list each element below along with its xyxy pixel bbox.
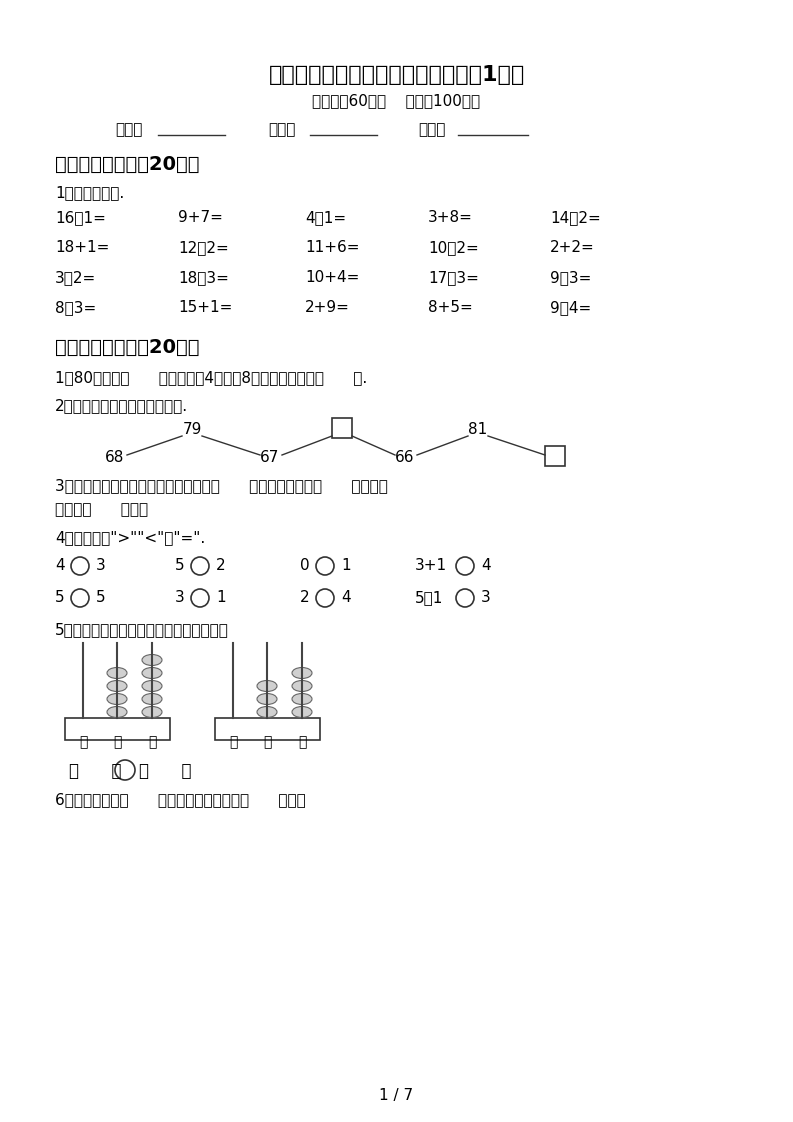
Text: 9+7=: 9+7= <box>178 210 223 226</box>
Text: 67: 67 <box>260 450 280 465</box>
Text: 66: 66 <box>395 450 415 465</box>
Ellipse shape <box>142 654 162 665</box>
Ellipse shape <box>257 693 277 705</box>
Ellipse shape <box>142 668 162 679</box>
Ellipse shape <box>292 707 312 717</box>
Text: 三位是（      ）位。: 三位是（ ）位。 <box>55 502 148 517</box>
Text: 8+5=: 8+5= <box>428 300 473 315</box>
Text: 15+1=: 15+1= <box>178 300 232 315</box>
Text: 5: 5 <box>96 590 105 605</box>
Text: 5: 5 <box>175 558 185 573</box>
Text: 1、直接写得数.: 1、直接写得数. <box>55 185 125 200</box>
Ellipse shape <box>142 693 162 705</box>
Text: 81: 81 <box>469 422 488 436</box>
Text: 10－2=: 10－2= <box>428 240 479 255</box>
Text: 4、在里填上">""<"或"=".: 4、在里填上">""<"或"=". <box>55 530 205 545</box>
Text: 1: 1 <box>341 558 351 573</box>
Text: 79: 79 <box>182 422 201 436</box>
Ellipse shape <box>142 707 162 717</box>
Text: 8－3=: 8－3= <box>55 300 96 315</box>
Text: 10+4=: 10+4= <box>305 270 359 285</box>
Text: 个: 个 <box>147 735 156 749</box>
Text: 2+9=: 2+9= <box>305 300 350 315</box>
Text: 5－1: 5－1 <box>415 590 443 605</box>
Text: 4: 4 <box>481 558 491 573</box>
Text: 3+8=: 3+8= <box>428 210 473 226</box>
Text: （: （ <box>138 762 148 780</box>
Text: 6、梨比苹果少（      ）个，梨和苹果一共（      ）个。: 6、梨比苹果少（ ）个，梨和苹果一共（ ）个。 <box>55 792 306 807</box>
Text: 14－2=: 14－2= <box>550 210 601 226</box>
Text: 3、计数器上，从右边数起，第一位是（      ）位，第二位是（      ）位，第: 3、计数器上，从右边数起，第一位是（ ）位，第二位是（ ）位，第 <box>55 478 388 493</box>
Text: 个: 个 <box>298 735 306 749</box>
Text: 3+1: 3+1 <box>415 558 447 573</box>
Ellipse shape <box>107 707 127 717</box>
Text: 分数：: 分数： <box>418 122 446 137</box>
Text: 泸教版一年级数学下册期末考试卷（1套）: 泸教版一年级数学下册期末考试卷（1套） <box>268 65 525 85</box>
Text: 百: 百 <box>229 735 237 749</box>
Text: （: （ <box>68 762 78 780</box>
Bar <box>65 718 170 741</box>
Text: 9－3=: 9－3= <box>550 270 592 285</box>
Ellipse shape <box>107 668 127 679</box>
Text: 12－2=: 12－2= <box>178 240 228 255</box>
Text: 十: 十 <box>262 735 271 749</box>
Text: 4: 4 <box>341 590 351 605</box>
Text: 17－3=: 17－3= <box>428 270 479 285</box>
Text: 姓名：: 姓名： <box>268 122 295 137</box>
Text: 3－2=: 3－2= <box>55 270 96 285</box>
Text: ）: ） <box>80 762 121 780</box>
Bar <box>545 447 565 466</box>
Text: ）: ） <box>150 762 191 780</box>
Text: 3: 3 <box>175 590 185 605</box>
Text: 1: 1 <box>216 590 226 605</box>
Text: 18+1=: 18+1= <box>55 240 109 255</box>
Text: 4－1=: 4－1= <box>305 210 346 226</box>
Text: 0: 0 <box>300 558 309 573</box>
Text: 班级：: 班级： <box>115 122 143 137</box>
Text: 百: 百 <box>79 735 87 749</box>
Text: 2、找规律，在里填上合适的数.: 2、找规律，在里填上合适的数. <box>55 398 188 413</box>
Text: 3: 3 <box>96 558 105 573</box>
Text: 1 / 7: 1 / 7 <box>379 1088 414 1103</box>
Ellipse shape <box>257 707 277 717</box>
Ellipse shape <box>107 693 127 705</box>
Text: 2+2=: 2+2= <box>550 240 595 255</box>
Text: 1、80里面有（      ）个十；由4个十和8个一组成的数是（      ）.: 1、80里面有（ ）个十；由4个十和8个一组成的数是（ ）. <box>55 370 367 385</box>
Text: 5、根据计数器先写出得数，再比较大小。: 5、根据计数器先写出得数，再比较大小。 <box>55 622 229 637</box>
Ellipse shape <box>142 681 162 691</box>
Text: 二、填空题。（共20分）: 二、填空题。（共20分） <box>55 338 200 357</box>
Text: （时间：60分钟    分数：100分）: （时间：60分钟 分数：100分） <box>312 93 481 108</box>
Bar <box>215 718 320 741</box>
Text: 68: 68 <box>105 450 125 465</box>
Text: 一、计算小能手（20分）: 一、计算小能手（20分） <box>55 155 200 174</box>
Text: 3: 3 <box>481 590 491 605</box>
Text: 2: 2 <box>216 558 226 573</box>
Text: 5: 5 <box>55 590 64 605</box>
Text: 4: 4 <box>55 558 64 573</box>
Ellipse shape <box>292 668 312 679</box>
Ellipse shape <box>292 693 312 705</box>
Text: 9－4=: 9－4= <box>550 300 592 315</box>
Ellipse shape <box>107 681 127 691</box>
Ellipse shape <box>257 681 277 691</box>
Text: 十: 十 <box>113 735 121 749</box>
Text: 18－3=: 18－3= <box>178 270 229 285</box>
Text: 2: 2 <box>300 590 309 605</box>
Text: 16－1=: 16－1= <box>55 210 106 226</box>
Text: 11+6=: 11+6= <box>305 240 359 255</box>
Bar <box>332 419 352 438</box>
Ellipse shape <box>292 681 312 691</box>
